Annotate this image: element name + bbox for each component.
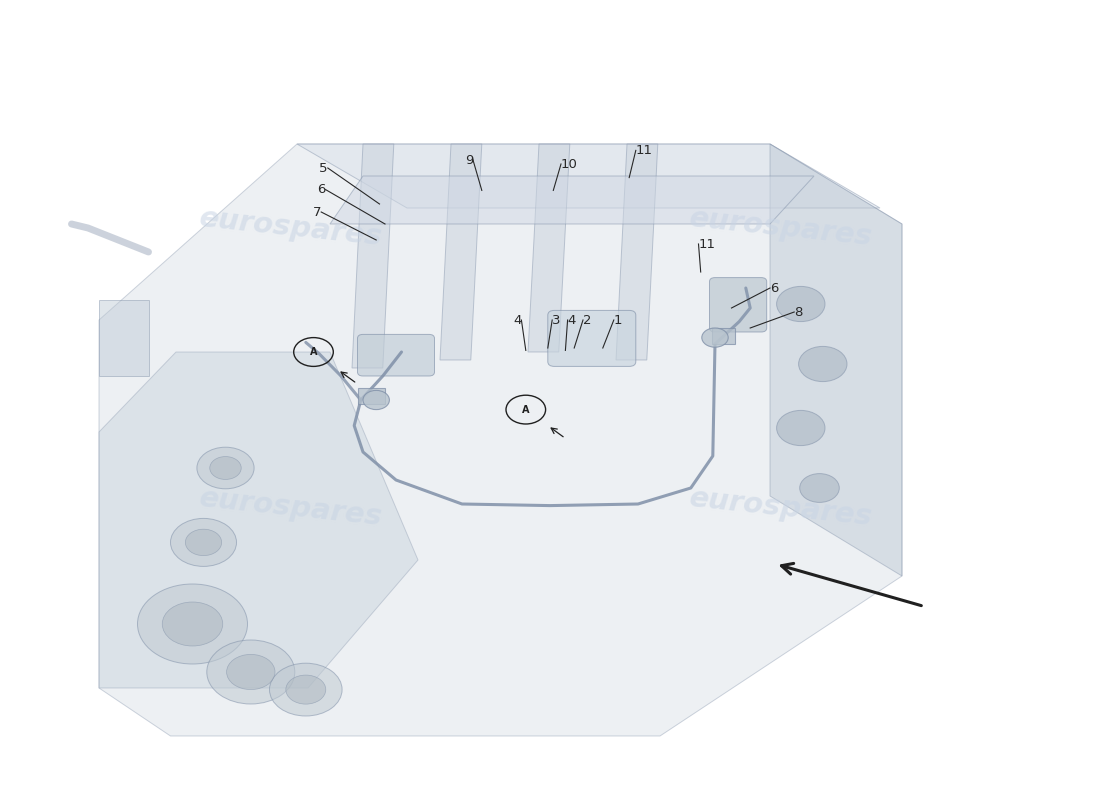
Text: 6: 6: [770, 282, 779, 294]
Text: 5: 5: [319, 162, 328, 174]
Circle shape: [138, 584, 248, 664]
Circle shape: [799, 346, 847, 382]
FancyBboxPatch shape: [710, 278, 767, 332]
Polygon shape: [440, 144, 482, 360]
Text: A: A: [310, 347, 317, 357]
Text: 4: 4: [568, 314, 576, 326]
Circle shape: [197, 447, 254, 489]
Circle shape: [800, 474, 839, 502]
FancyBboxPatch shape: [358, 334, 434, 376]
Circle shape: [286, 675, 326, 704]
Text: 11: 11: [636, 144, 652, 157]
Polygon shape: [352, 144, 394, 368]
Polygon shape: [712, 328, 735, 344]
Circle shape: [777, 286, 825, 322]
Text: 1: 1: [614, 314, 623, 326]
Circle shape: [702, 328, 728, 347]
Text: 2: 2: [583, 314, 592, 326]
Circle shape: [777, 410, 825, 446]
Polygon shape: [99, 352, 418, 688]
Text: 3: 3: [552, 314, 561, 326]
Polygon shape: [99, 144, 902, 736]
Circle shape: [227, 654, 275, 690]
Text: eurospares: eurospares: [198, 485, 385, 531]
Polygon shape: [770, 144, 902, 576]
Text: 11: 11: [698, 238, 715, 250]
Circle shape: [270, 663, 342, 716]
Text: eurospares: eurospares: [198, 205, 385, 251]
Polygon shape: [297, 144, 880, 208]
Text: 7: 7: [312, 206, 321, 218]
Circle shape: [185, 530, 222, 555]
Text: 9: 9: [464, 154, 473, 166]
Circle shape: [363, 390, 389, 410]
Text: A: A: [522, 405, 529, 414]
Circle shape: [163, 602, 222, 646]
Text: eurospares: eurospares: [688, 205, 874, 251]
Text: eurospares: eurospares: [688, 485, 874, 531]
Text: 10: 10: [561, 158, 578, 170]
FancyBboxPatch shape: [548, 310, 636, 366]
Polygon shape: [99, 300, 148, 376]
Text: 4: 4: [513, 314, 521, 326]
Circle shape: [210, 457, 241, 479]
Circle shape: [170, 518, 236, 566]
Polygon shape: [330, 176, 814, 224]
Polygon shape: [616, 144, 658, 360]
Text: 6: 6: [317, 183, 326, 196]
Text: 8: 8: [794, 306, 803, 318]
Polygon shape: [528, 144, 570, 352]
Circle shape: [207, 640, 295, 704]
Polygon shape: [358, 388, 385, 404]
